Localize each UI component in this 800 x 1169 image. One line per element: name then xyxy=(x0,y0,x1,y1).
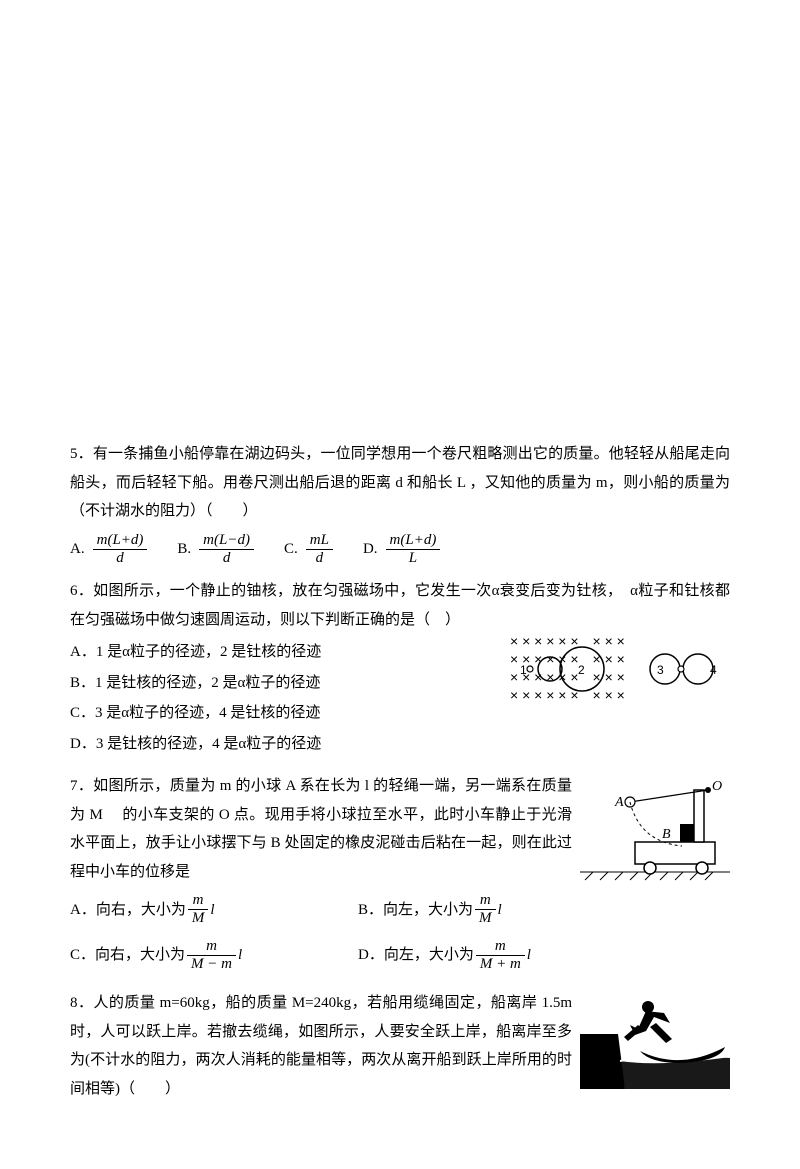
q7-opt-a-label: A．向右，大小为 xyxy=(70,896,186,925)
question-5: 5．有一条捕鱼小船停靠在湖边码头，一位同学想用一个卷尺粗略测出它的质量。他轻轻从… xyxy=(70,440,730,567)
q5-opt-a: A. m(L+d) d xyxy=(70,532,149,568)
q5-opt-c: C. mL d xyxy=(284,532,335,568)
q5-opt-b-label: B. xyxy=(177,535,191,564)
svg-text:A: A xyxy=(614,795,624,810)
q7-opt-b-label: B．向左，大小为 xyxy=(358,896,473,925)
page-root: 5．有一条捕鱼小船停靠在湖边码头，一位同学想用一个卷尺粗略测出它的质量。他轻轻从… xyxy=(0,0,800,1169)
q5-opt-b: B. m(L−d) d xyxy=(177,532,256,568)
q7-opt-d-frac: m M + m xyxy=(476,938,525,974)
q5-opt-d-label: D. xyxy=(363,535,378,564)
svg-text:B: B xyxy=(662,827,671,842)
question-7: O A B 7．如图所示，质量为 m 的小球 A 系在长为 l 的轻绳一端，另一… xyxy=(70,772,730,983)
q5-opt-d-frac: m(L+d) L xyxy=(386,532,441,568)
q7-opt-b: B．向左，大小为 m M l xyxy=(358,892,618,928)
svg-text:× × × × × × × × ×: × × × × × × × × × xyxy=(510,687,625,703)
svg-text:2: 2 xyxy=(578,663,585,677)
q7-opt-c: C．向右，大小为 m M − m l xyxy=(70,938,330,974)
figure-7: O A B xyxy=(580,772,730,882)
q5-opt-a-frac: m(L+d) d xyxy=(93,532,148,568)
svg-text:4: 4 xyxy=(710,663,717,677)
figure-6: × × × × × × × × × × × × × × × × × × × × … xyxy=(510,634,730,704)
svg-text:O: O xyxy=(712,779,722,794)
q7-opt-b-frac: m M xyxy=(475,892,496,928)
svg-text:1: 1 xyxy=(520,663,527,677)
question-8: 8．人的质量 m=60kg，船的质量 M=240kg，若船用缆绳固定，船离岸 1… xyxy=(70,989,730,1103)
q5-options: A. m(L+d) d B. m(L−d) d C. mL d xyxy=(70,532,730,568)
svg-text:3: 3 xyxy=(657,663,664,677)
q7-opt-c-frac: m M − m xyxy=(187,938,236,974)
q7-options-row2: C．向右，大小为 m M − m l D．向左，大小为 m M + m l xyxy=(70,938,730,974)
q5-opt-d: D. m(L+d) L xyxy=(363,532,442,568)
q5-opt-a-label: A. xyxy=(70,535,85,564)
q6-text: 6．如图所示，一个静止的铀核，放在匀强磁场中，它发生一次α衰变后变为钍核， α粒… xyxy=(70,577,730,634)
q7-opt-d-label: D．向左，大小为 xyxy=(358,941,474,970)
q7-opt-a: A．向右，大小为 m M l xyxy=(70,892,330,928)
q5-text: 5．有一条捕鱼小船停靠在湖边码头，一位同学想用一个卷尺粗略测出它的质量。他轻轻从… xyxy=(70,440,730,526)
figure-8 xyxy=(580,989,730,1089)
q7-opt-c-label: C．向右，大小为 xyxy=(70,941,185,970)
svg-text:× × × × × × × × ×: × × × × × × × × × xyxy=(510,634,625,649)
q7-options-row1: A．向右，大小为 m M l B．向左，大小为 m M l xyxy=(70,892,730,928)
q5-opt-c-label: C. xyxy=(284,535,298,564)
question-6: 6．如图所示，一个静止的铀核，放在匀强磁场中，它发生一次α衰变后变为钍核， α粒… xyxy=(70,577,730,766)
q7-opt-a-frac: m M xyxy=(188,892,209,928)
q6-opt-d: D．3 是钍核的径迹，4 是α粒子的径迹 xyxy=(70,730,730,759)
q7-opt-d: D．向左，大小为 m M + m l xyxy=(358,938,618,974)
q5-opt-b-frac: m(L−d) d xyxy=(199,532,254,568)
svg-text:× × × × × × × × ×: × × × × × × × × × xyxy=(510,669,625,685)
q5-opt-c-frac: mL d xyxy=(306,532,333,568)
